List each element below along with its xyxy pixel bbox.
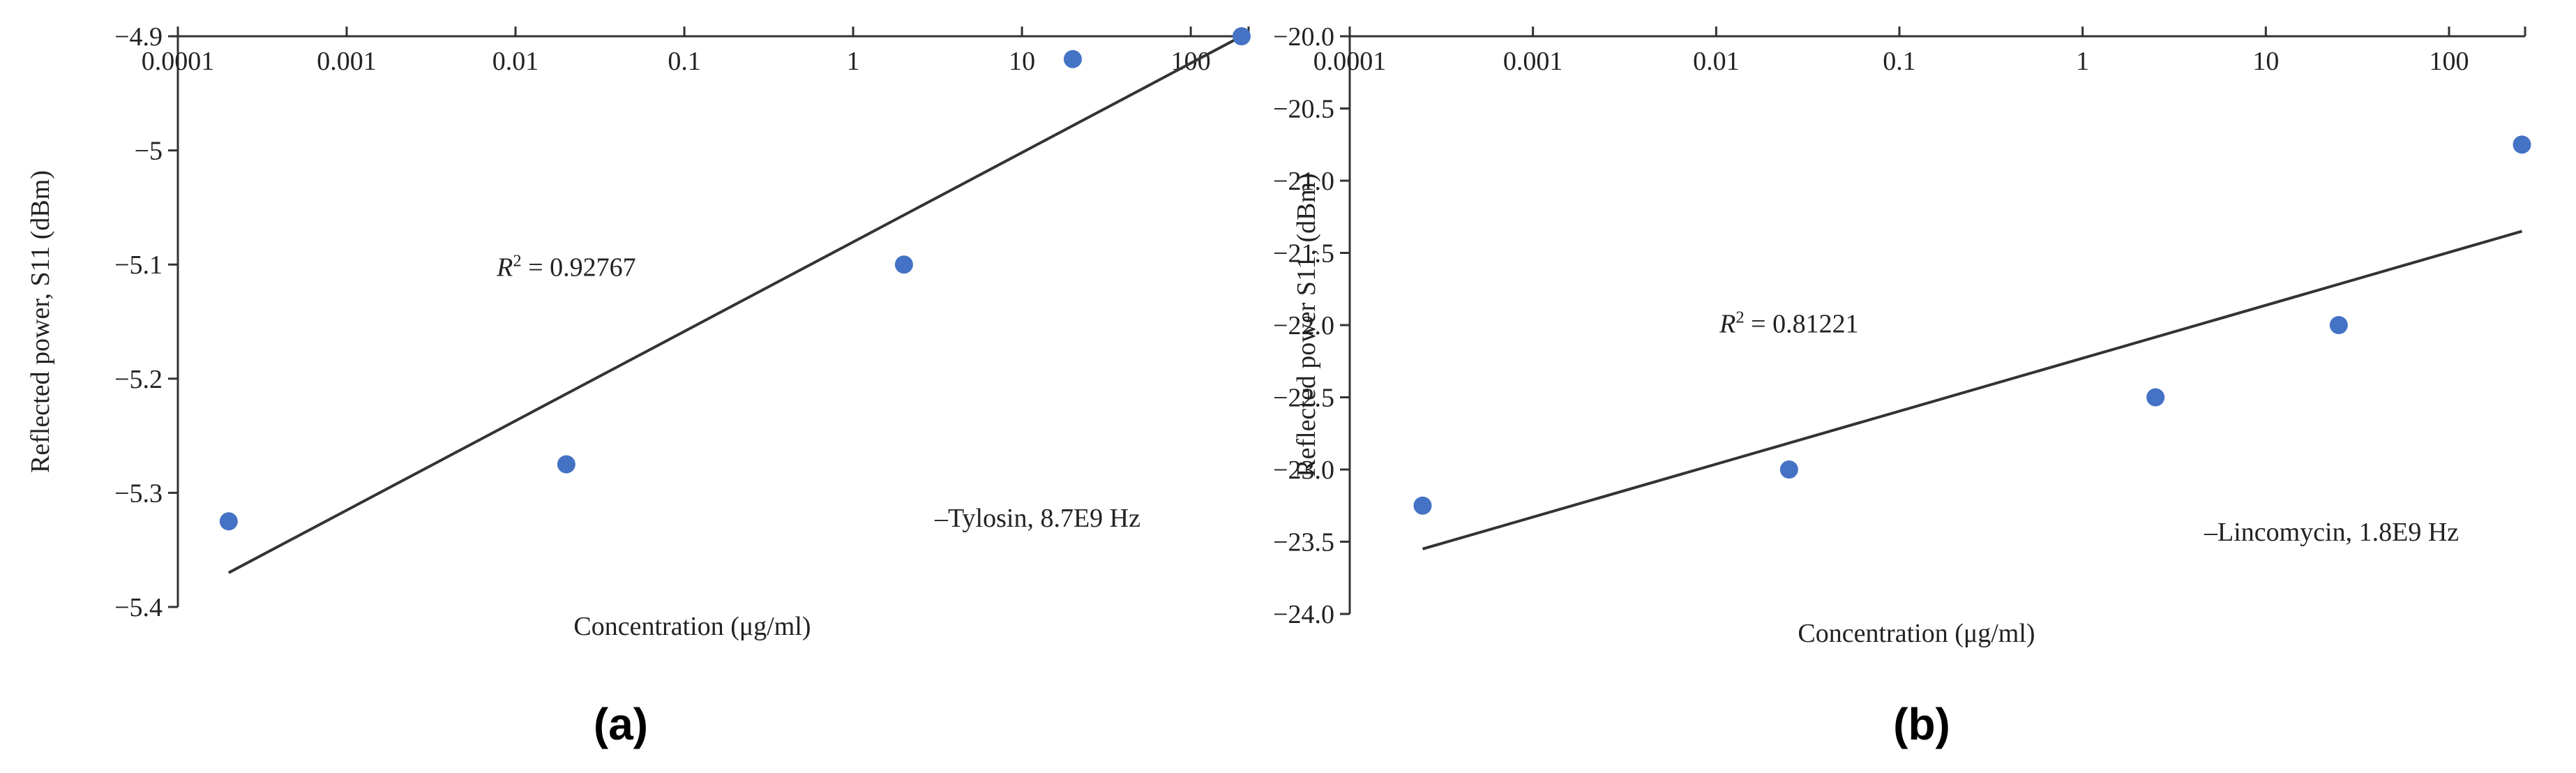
y-tick-label: −5: [135, 137, 163, 166]
y-axis-label: Reflected power, S11 (dBm): [26, 170, 55, 473]
panel-label: (a): [594, 699, 648, 749]
data-point: [1413, 496, 1432, 515]
y-axis-label: Reflected power S11, (dBm): [1292, 173, 1321, 476]
y-tick-label: −5.3: [114, 479, 163, 508]
y-tick-label: −4.9: [114, 22, 163, 52]
chart-panel-a: −4.9 −5 −5.1 −5.2 −5.3 −5.4 0.0001 0.001 0.01 0.1…: [26, 22, 1251, 749]
x-tick-label: 0.01: [1693, 47, 1740, 76]
y-tick-label: −5.1: [114, 250, 163, 280]
r-squared-annotation: R2 = 0.92767: [496, 252, 636, 283]
r-squared-annotation: R2 = 0.81221: [1719, 308, 1859, 338]
data-point: [1232, 27, 1251, 45]
data-point: [219, 512, 238, 531]
y-tick-label: −20.0: [1273, 22, 1334, 52]
x-tick-label: 1: [2076, 47, 2089, 76]
y-tick-label: −23.0: [1273, 456, 1334, 485]
data-point: [2329, 316, 2348, 334]
legend-entry: –Tylosin, 8.7E9 Hz: [934, 504, 1140, 533]
panel-label: (b): [1893, 699, 1950, 749]
data-point: [2146, 388, 2165, 407]
y-tick-label: −22.0: [1273, 311, 1334, 340]
data-point: [1063, 50, 1082, 68]
y-tick-label: −20.5: [1273, 95, 1334, 124]
legend-entry: –Lincomycin, 1.8E9 Hz: [2204, 518, 2459, 547]
chart-panel-b: −20.0 −20.5 −21.0 −21.5 −22.0 −22.5 −23.0 −23.5…: [1273, 22, 2531, 749]
x-tick-label: 0.001: [317, 47, 377, 76]
x-tick-label: 0.01: [492, 47, 539, 76]
y-tick-label: −24.0: [1273, 600, 1334, 629]
y-tick-label: −5.4: [114, 593, 163, 622]
x-tick-label: 10: [1009, 47, 1035, 76]
data-point: [2513, 135, 2531, 154]
data-point: [894, 255, 913, 274]
x-tick-label: 10: [2252, 47, 2279, 76]
x-tick-label: 0.0001: [142, 47, 215, 76]
x-tick-label: 0.1: [668, 47, 701, 76]
y-tick-label: −5.2: [114, 365, 163, 394]
trendline: [1422, 230, 2523, 550]
data-point: [1779, 460, 1798, 479]
x-axis-label: Concentration (μg/ml): [573, 612, 811, 641]
x-tick-label: 0.1: [1883, 47, 1916, 76]
y-tick-label: −22.5: [1273, 384, 1334, 413]
y-tick-label: −23.5: [1273, 528, 1334, 557]
data-point: [557, 455, 575, 474]
x-tick-label: 0.001: [1503, 47, 1563, 76]
x-tick-label: 1: [847, 47, 860, 76]
x-tick-label: 100: [2430, 47, 2469, 76]
y-tick-label: −21.5: [1273, 239, 1334, 269]
y-tick-label: −21.0: [1273, 167, 1334, 196]
x-axis-label: Concentration (μg/ml): [1798, 619, 2035, 648]
trendline: [227, 35, 1242, 574]
x-tick-label: 0.0001: [1313, 47, 1387, 76]
